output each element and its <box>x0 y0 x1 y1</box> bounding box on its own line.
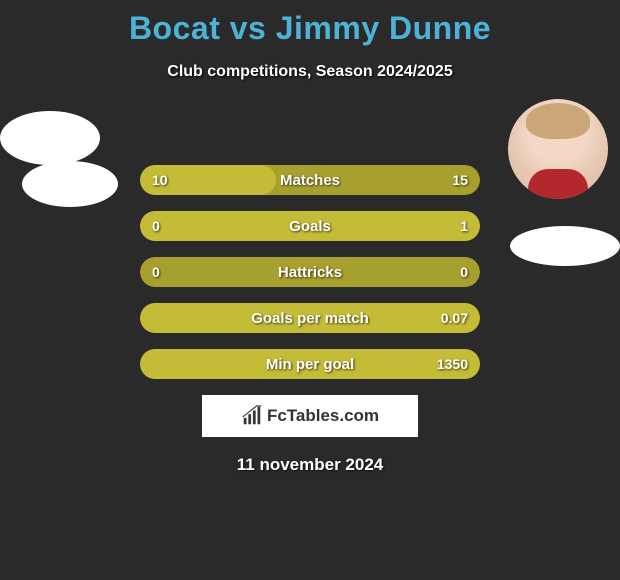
brand-badge: FcTables.com <box>202 395 418 437</box>
comparison-title: Bocat vs Jimmy Dunne <box>0 0 620 47</box>
stat-bars: Matches1015Goals01Hattricks00Goals per m… <box>140 165 480 379</box>
stat-value-right: 0 <box>460 264 468 280</box>
snapshot-date: 11 november 2024 <box>0 455 620 475</box>
stat-row: Goals per match0.07 <box>140 303 480 333</box>
stat-value-right: 0.07 <box>441 310 468 326</box>
brand-chart-icon <box>241 405 263 427</box>
compare-area: Matches1015Goals01Hattricks00Goals per m… <box>0 111 620 379</box>
stat-label: Min per goal <box>140 356 480 373</box>
stat-value-right: 15 <box>452 172 468 188</box>
stat-label: Goals per match <box>140 310 480 327</box>
stat-value-right: 1350 <box>437 356 468 372</box>
player-right-name-pill <box>510 226 620 266</box>
stat-row: Hattricks0 0 <box>140 257 480 287</box>
stat-row: Goals0 1 <box>140 211 480 241</box>
stat-value-left: 0 <box>152 264 160 280</box>
brand-text: FcTables.com <box>267 406 379 426</box>
stat-value-left: 10 <box>152 172 168 188</box>
player-left-name-pill <box>22 161 118 207</box>
player-right-avatar <box>508 99 608 199</box>
comparison-subtitle: Club competitions, Season 2024/2025 <box>0 63 620 81</box>
player-left-avatar <box>0 111 100 165</box>
stat-row: Min per goal1350 <box>140 349 480 379</box>
stat-row: Matches10 15 <box>140 165 480 195</box>
stat-label: Goals <box>140 218 480 235</box>
stat-value-left: 0 <box>152 218 160 234</box>
stat-label: Hattricks <box>140 264 480 281</box>
stat-label: Matches <box>140 172 480 189</box>
stat-value-right: 1 <box>460 218 468 234</box>
